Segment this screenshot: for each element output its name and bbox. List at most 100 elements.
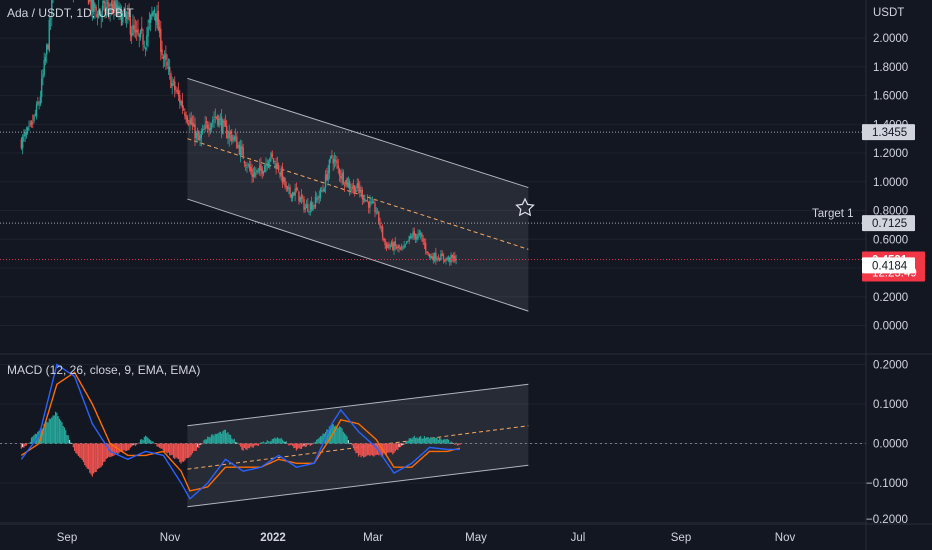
candle-body: [115, 3, 118, 12]
histogram-bar: [290, 443, 292, 445]
candle-body: [441, 253, 443, 256]
candle-body: [313, 204, 315, 206]
candle-body: [329, 156, 332, 160]
candle-body: [407, 240, 409, 242]
candle-body: [419, 233, 422, 235]
candle-body: [302, 197, 304, 199]
candle-body: [200, 134, 203, 139]
histogram-bar: [398, 443, 400, 448]
candle-body: [241, 145, 243, 149]
histogram-bar: [300, 443, 303, 449]
symbol-title[interactable]: Ada / USDT, 1D, UPBIT: [7, 6, 134, 20]
histogram-bar: [280, 437, 282, 444]
macd-tick-label: 0.0000: [873, 439, 908, 451]
histogram-bar: [293, 443, 295, 449]
histogram-bar: [142, 440, 144, 444]
candle-body: [219, 118, 222, 120]
histogram-bar: [420, 435, 422, 444]
histogram-bar: [65, 430, 67, 444]
candle-body: [423, 242, 426, 245]
histogram-bar: [82, 443, 85, 463]
time-axis[interactable]: Sep Nov 2022 Mar May Jul Sep Nov: [57, 532, 796, 544]
candle-body: [124, 12, 127, 17]
histogram-bar: [273, 438, 275, 444]
histogram-bar: [292, 443, 294, 446]
candle-body: [355, 189, 357, 193]
histogram-bar: [371, 443, 374, 456]
histogram-bar: [127, 443, 129, 451]
histogram-bar: [276, 437, 279, 444]
candle-body: [43, 59, 45, 75]
candle-body: [167, 66, 170, 69]
candle-body: [27, 127, 29, 131]
histogram-bar: [323, 433, 325, 444]
candle-body: [340, 176, 342, 178]
candle-body: [289, 186, 291, 194]
histogram-bar: [251, 443, 253, 448]
histogram-bar: [242, 443, 244, 451]
histogram-bar: [337, 427, 339, 444]
candle-body: [416, 236, 418, 240]
candle-body: [271, 153, 274, 157]
candle-body: [127, 11, 129, 15]
candle-body: [291, 192, 294, 199]
histogram-bar: [283, 440, 285, 444]
star-outline-icon: [515, 197, 535, 217]
candle-body: [123, 8, 125, 12]
histogram-bar: [447, 439, 450, 444]
histogram-bar: [52, 415, 54, 444]
histogram-bar: [385, 443, 388, 456]
date-tick-label: 2022: [260, 532, 286, 544]
level-2-price-tag-bg: [862, 215, 915, 232]
histogram-bar: [76, 443, 78, 455]
candle-body: [304, 207, 306, 210]
candle-body: [315, 198, 318, 199]
candle-body: [314, 196, 317, 208]
histogram-bar: [393, 443, 395, 454]
date-tick-label: Nov: [775, 532, 796, 544]
candle-body: [298, 191, 300, 201]
histogram-bar: [359, 443, 361, 455]
candle-body: [258, 165, 261, 171]
histogram-bar: [177, 443, 180, 460]
candle-body: [137, 29, 139, 35]
histogram-bar: [160, 443, 162, 449]
candle-body: [170, 73, 172, 88]
histogram-bar: [403, 443, 405, 445]
histogram-bar: [128, 443, 130, 450]
histogram-bar: [284, 442, 286, 444]
histogram-bar: [333, 426, 336, 444]
macd-indicator-title[interactable]: MACD (12, 26, close, 9, EMA, EMA): [7, 363, 201, 377]
histogram-bar: [223, 429, 225, 444]
price-tick-label: 0.8000: [873, 206, 908, 218]
candle-body: [47, 45, 49, 49]
candle-body: [32, 122, 34, 124]
candle-body: [310, 202, 313, 210]
histogram-bar: [389, 443, 391, 453]
histogram-bar: [350, 442, 352, 444]
candle-body: [179, 95, 181, 103]
candle-body: [166, 61, 168, 67]
candle-body: [367, 201, 370, 208]
histogram-bar: [289, 443, 291, 446]
histogram-bar: [184, 443, 186, 461]
candle-body: [373, 202, 375, 204]
histogram-bar: [288, 443, 290, 446]
histogram-bar: [436, 437, 438, 444]
histogram-bar: [433, 437, 436, 444]
histogram-bar: [81, 443, 83, 460]
histogram-bar: [80, 443, 82, 459]
candle-body: [199, 135, 201, 141]
candle-body: [433, 253, 436, 261]
histogram-bar: [373, 443, 375, 457]
candle-body: [393, 242, 395, 251]
histogram-bar: [253, 443, 256, 446]
candle-body: [365, 200, 367, 202]
candle-body: [444, 259, 446, 262]
candle-body: [234, 136, 237, 138]
date-tick-label: Nov: [160, 532, 181, 544]
histogram-bar: [101, 443, 104, 466]
histogram-bar: [134, 443, 137, 446]
candle-body: [414, 233, 417, 239]
